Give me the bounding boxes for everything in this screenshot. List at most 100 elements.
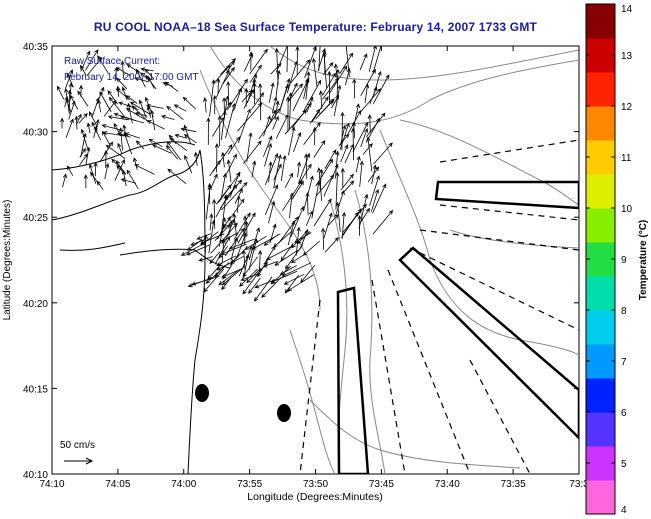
current-arrow — [209, 213, 214, 231]
current-arrow — [184, 154, 193, 174]
buoy-marker — [195, 384, 209, 402]
bathymetry-contours — [199, 46, 579, 474]
current-arrow — [77, 90, 89, 107]
current-arrow — [214, 143, 219, 173]
x-tick-label: 73:35 — [501, 479, 526, 490]
current-arrow — [180, 245, 201, 256]
current-arrow — [335, 150, 340, 179]
current-arrow — [273, 154, 282, 189]
current-arrow — [105, 144, 126, 160]
current-arrow — [248, 277, 261, 294]
y-tick-label: 40:25 — [23, 213, 48, 224]
current-arrow — [66, 165, 74, 176]
current-arrow — [242, 215, 248, 245]
colorbar-swatch — [586, 38, 615, 73]
current-arrow — [103, 99, 117, 117]
current-arrow — [345, 46, 350, 77]
current-arrow — [229, 171, 241, 199]
current-arrow — [302, 79, 322, 113]
current-arrow — [216, 255, 244, 271]
exclusion-zones — [336, 180, 579, 474]
current-arrow — [264, 184, 279, 215]
y-axis-label: Latitude (Degrees:Minutes) — [2, 200, 13, 321]
contour-line — [309, 399, 521, 469]
colorbar-tick-label: 11 — [621, 153, 632, 164]
current-arrow — [248, 51, 254, 71]
current-arrow — [93, 125, 98, 138]
current-arrow — [290, 253, 306, 264]
current-arrow — [357, 214, 362, 236]
current-arrow — [324, 149, 337, 169]
dashed-line — [387, 269, 471, 474]
current-arrow — [243, 140, 262, 164]
current-arrow — [88, 111, 98, 128]
current-arrow — [312, 126, 317, 146]
coastline-path — [52, 149, 206, 474]
colorbar-swatch — [586, 140, 615, 175]
current-arrow — [97, 99, 102, 113]
current-arrow — [372, 209, 394, 235]
colorbar-ticks: 14 13 12 11 10 9 8 7 6 5 4 — [586, 3, 633, 516]
current-arrow — [321, 227, 326, 250]
current-arrow — [234, 188, 243, 204]
current-arrow — [341, 211, 347, 239]
contour-line — [399, 119, 579, 206]
dashed-line — [299, 299, 321, 474]
current-arrow — [193, 151, 199, 166]
scale-arrow — [64, 457, 94, 465]
current-arrow — [364, 83, 370, 104]
current-arrow — [369, 86, 378, 105]
current-arrow — [275, 46, 288, 73]
current-arrow — [303, 121, 321, 146]
coastline-path — [119, 248, 231, 269]
contour-line — [289, 329, 336, 474]
current-arrow — [284, 172, 294, 188]
current-arrow — [318, 90, 323, 109]
current-arrow — [65, 118, 74, 138]
colorbar-tick-label: 5 — [621, 459, 627, 470]
current-arrow — [124, 132, 141, 139]
colorbar-swatch — [586, 412, 615, 447]
current-arrow — [365, 117, 380, 143]
current-arrow — [313, 198, 332, 227]
current-arrow — [322, 52, 327, 89]
current-arrow — [186, 239, 203, 251]
current-arrow — [88, 163, 97, 184]
current-arrow — [173, 104, 187, 112]
colorbar-tick-label: 9 — [621, 255, 627, 266]
current-arrow — [212, 116, 225, 137]
current-arrow — [107, 90, 119, 105]
overlay-line1: Raw Surface Current: — [64, 56, 160, 67]
current-arrow — [265, 152, 279, 186]
current-arrow — [335, 201, 341, 232]
current-arrow — [304, 153, 309, 179]
current-arrow — [118, 127, 124, 151]
current-arrow — [225, 218, 235, 241]
current-arrow — [262, 260, 278, 268]
current-arrow — [103, 149, 109, 169]
current-arrow — [305, 71, 311, 100]
zone-polygon — [336, 286, 370, 474]
current-arrow — [250, 92, 265, 110]
current-arrow — [199, 231, 219, 246]
current-arrow — [258, 249, 263, 272]
current-arrow — [272, 96, 278, 113]
colorbar-tick-label: 8 — [621, 306, 627, 317]
current-arrow — [120, 178, 137, 184]
y-tick-label: 40:10 — [23, 470, 48, 481]
current-arrow — [279, 78, 291, 110]
current-arrow — [116, 85, 121, 97]
colorbar-tick-label: 13 — [621, 51, 633, 62]
current-arrow — [302, 240, 321, 256]
colorbar-swatch — [586, 4, 615, 39]
current-arrow — [268, 200, 276, 224]
current-arrow — [319, 168, 324, 190]
map-title-text: RU COOL NOAA–18 Sea Surface Temperature:… — [93, 20, 538, 34]
dashed-line — [439, 139, 579, 163]
x-tick-label: 74:10 — [39, 479, 64, 490]
current-arrow — [212, 64, 231, 85]
current-arrow — [284, 274, 300, 294]
current-arrow — [140, 67, 154, 72]
current-arrow — [139, 72, 150, 81]
current-arrow — [340, 211, 359, 239]
